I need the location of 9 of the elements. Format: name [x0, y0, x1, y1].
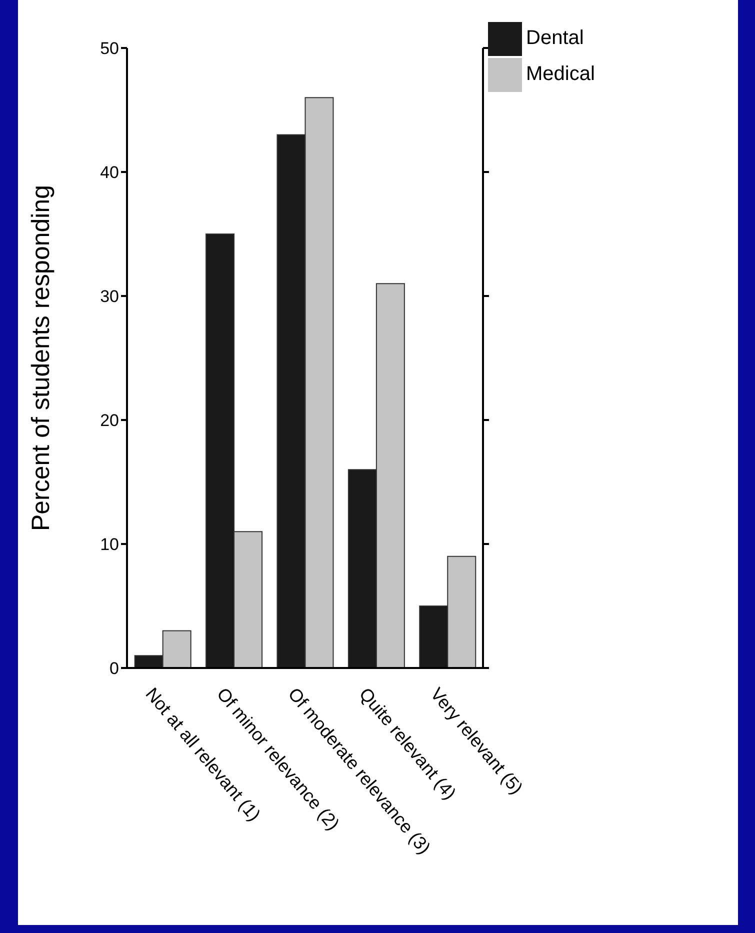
y-tick-label: 30: [100, 287, 119, 306]
legend-label: Medical: [526, 63, 595, 85]
y-tick-label: 10: [100, 535, 119, 554]
y-tick-label: 40: [100, 163, 119, 182]
y-tick-label: 50: [100, 39, 119, 58]
y-tick-label: 20: [100, 411, 119, 430]
legend-label: Dental: [526, 27, 584, 49]
y-tick-label: 0: [110, 659, 119, 678]
y-axis-title: Percent of students responding: [26, 184, 55, 532]
